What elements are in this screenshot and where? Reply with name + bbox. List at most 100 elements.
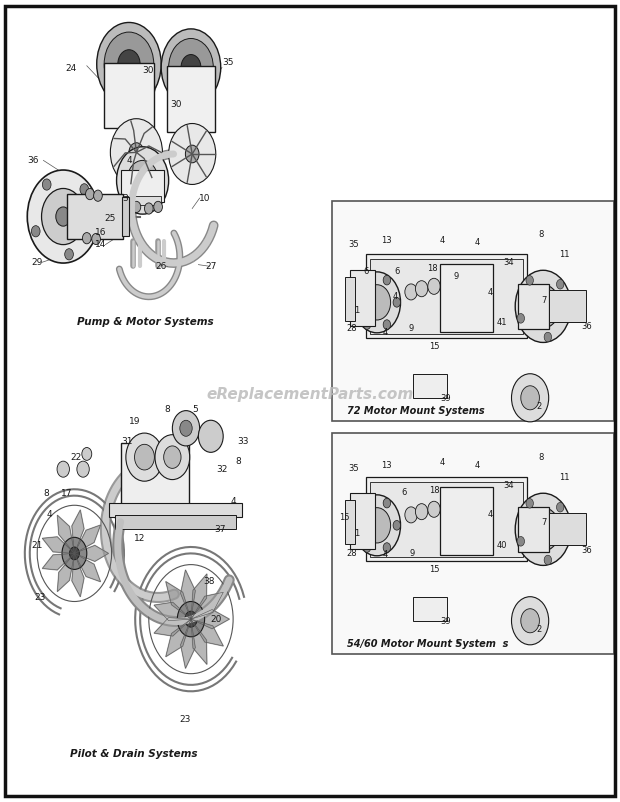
Bar <box>124 196 161 205</box>
Bar <box>345 500 355 544</box>
Circle shape <box>363 508 391 543</box>
Circle shape <box>77 461 89 477</box>
Polygon shape <box>191 619 207 664</box>
Circle shape <box>353 495 401 556</box>
Polygon shape <box>191 610 229 629</box>
Polygon shape <box>72 553 84 597</box>
Circle shape <box>62 537 87 569</box>
Circle shape <box>383 498 391 508</box>
Bar <box>167 66 215 132</box>
Circle shape <box>94 190 102 201</box>
Circle shape <box>86 188 94 200</box>
Text: 9: 9 <box>409 324 414 334</box>
Text: 4: 4 <box>474 237 479 247</box>
Bar <box>67 194 123 239</box>
Circle shape <box>110 119 162 186</box>
Text: 25: 25 <box>105 213 116 223</box>
Text: 4: 4 <box>474 460 479 470</box>
Polygon shape <box>42 553 74 570</box>
Circle shape <box>164 446 181 468</box>
Circle shape <box>393 520 401 530</box>
Circle shape <box>405 284 417 300</box>
Circle shape <box>383 320 391 330</box>
Text: 36: 36 <box>581 322 592 331</box>
Text: 27: 27 <box>205 261 216 271</box>
Text: 54/60 Motor Mount System  s: 54/60 Motor Mount System s <box>347 639 508 649</box>
Circle shape <box>92 233 100 245</box>
Text: 29: 29 <box>32 257 43 267</box>
Circle shape <box>132 201 141 213</box>
Text: Pilot & Drain Systems: Pilot & Drain Systems <box>69 749 197 759</box>
Circle shape <box>42 179 51 190</box>
Text: 38: 38 <box>203 577 215 586</box>
Polygon shape <box>191 619 223 646</box>
Text: 24: 24 <box>66 63 77 73</box>
Text: 4: 4 <box>46 510 53 520</box>
Circle shape <box>353 520 361 530</box>
Bar <box>121 170 164 202</box>
Text: 28: 28 <box>347 324 358 334</box>
Text: 8: 8 <box>43 488 50 498</box>
Circle shape <box>512 374 549 422</box>
Circle shape <box>405 507 417 523</box>
Text: 8: 8 <box>538 229 543 239</box>
Bar <box>549 290 586 322</box>
Circle shape <box>363 285 391 320</box>
Text: 8: 8 <box>538 452 543 462</box>
Text: eReplacementParts.com: eReplacementParts.com <box>206 387 414 402</box>
Text: 34: 34 <box>503 257 514 267</box>
Bar <box>332 200 614 421</box>
Text: 15: 15 <box>339 512 349 522</box>
Text: 9: 9 <box>453 272 458 282</box>
Polygon shape <box>180 570 195 619</box>
Text: 72 Motor Mount Systems: 72 Motor Mount Systems <box>347 407 485 416</box>
Circle shape <box>177 602 205 637</box>
Circle shape <box>428 278 440 294</box>
Text: 4: 4 <box>487 510 492 520</box>
Circle shape <box>393 298 401 307</box>
Bar <box>518 507 549 552</box>
Text: 23: 23 <box>179 715 190 724</box>
Circle shape <box>118 50 140 79</box>
Circle shape <box>27 170 99 263</box>
Bar <box>108 503 242 517</box>
Text: 11: 11 <box>559 472 569 482</box>
Circle shape <box>363 498 371 508</box>
Polygon shape <box>191 574 207 619</box>
Circle shape <box>127 160 158 200</box>
Text: 34: 34 <box>503 480 514 490</box>
Text: 4: 4 <box>393 292 398 302</box>
Text: Pump & Motor Systems: Pump & Motor Systems <box>78 318 214 327</box>
Text: 23: 23 <box>35 593 46 602</box>
Circle shape <box>82 448 92 460</box>
Circle shape <box>155 435 190 480</box>
Bar <box>413 597 447 621</box>
Circle shape <box>536 520 551 539</box>
Circle shape <box>544 332 552 342</box>
Circle shape <box>526 499 533 508</box>
Circle shape <box>129 143 144 162</box>
Circle shape <box>415 281 428 297</box>
Circle shape <box>526 285 560 328</box>
Circle shape <box>161 29 221 106</box>
Text: 15: 15 <box>429 565 439 574</box>
Text: 35: 35 <box>348 240 360 249</box>
Polygon shape <box>74 553 100 581</box>
Circle shape <box>383 543 391 553</box>
Text: 4: 4 <box>230 496 236 506</box>
Circle shape <box>363 320 371 330</box>
Text: 21: 21 <box>32 541 43 550</box>
Text: 6: 6 <box>395 266 400 276</box>
Circle shape <box>517 537 525 546</box>
Circle shape <box>172 411 200 446</box>
Text: 36: 36 <box>27 156 38 165</box>
Text: 13: 13 <box>381 236 392 245</box>
Text: 4: 4 <box>487 288 492 298</box>
Text: 2: 2 <box>537 402 542 411</box>
Circle shape <box>181 55 201 80</box>
Text: 20: 20 <box>210 614 221 624</box>
Text: 4: 4 <box>440 236 445 245</box>
Bar <box>366 254 527 338</box>
Text: 7: 7 <box>542 296 547 306</box>
Text: 16: 16 <box>95 228 107 237</box>
